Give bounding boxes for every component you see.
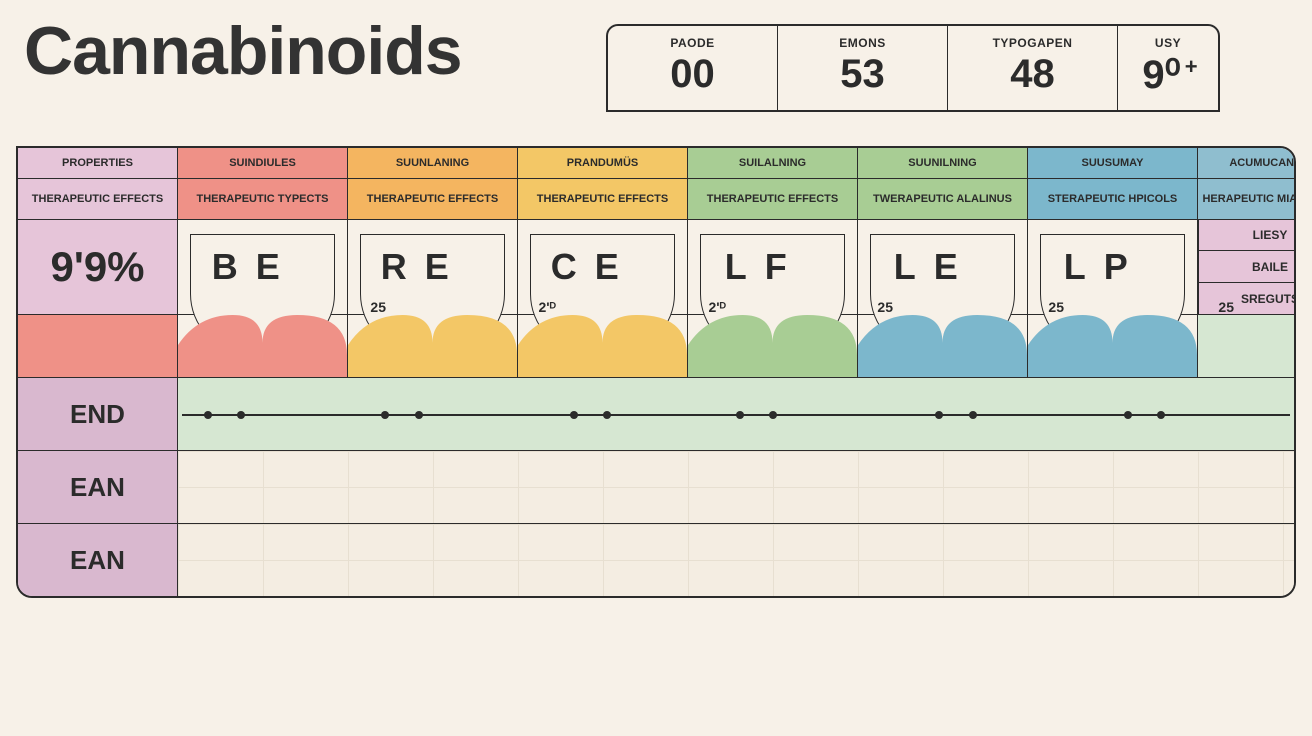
element-letter-right: E [934, 246, 958, 288]
blob-icon [1028, 315, 1197, 377]
element-letter-left: C [551, 246, 577, 288]
stat-label: PAODE [608, 36, 777, 50]
element-subnum: 25 [1048, 299, 1064, 315]
element-row: 9'9% B E 25 R E 2'ᴰ [18, 220, 1294, 315]
ean-row-2: EAN [18, 524, 1294, 596]
side-header: PROPERTIES [18, 148, 178, 178]
side-label: EAN [18, 524, 178, 596]
shape-end [1198, 315, 1296, 377]
shape-cell [348, 315, 518, 377]
side-label-text: EAN [70, 472, 125, 503]
shape-row [18, 315, 1294, 378]
element-letter-left: B [212, 246, 238, 288]
effect-cell: TWERAPEUTIC ALALINUS [858, 179, 1028, 219]
effect-cell: THERAPEUTIC EFFECTS [688, 179, 858, 219]
grid-area [178, 451, 1294, 523]
element-letter-right: E [595, 246, 619, 288]
legend-container: LIESY BAILE SREGUTS [1198, 220, 1296, 314]
stat-value: 00 [608, 52, 777, 97]
dot-track-cell [178, 378, 1294, 450]
element-letter-left: L [1064, 246, 1086, 288]
legend-item: BAILE [1198, 251, 1296, 283]
pct-value: 9'9% [50, 243, 144, 291]
stat-value: 53 [778, 52, 947, 97]
plus-icon: + [1185, 54, 1198, 79]
cat-cell: SUUNLANING [348, 148, 518, 178]
header-row-1: PROPERTIES SUINDIULES SUUNLANING PRANDUM… [18, 148, 1294, 179]
stat-label: TYPOGAPEN [948, 36, 1117, 50]
cat-cell: PRANDUMÜS [518, 148, 688, 178]
stat-1: EMONS 53 [778, 26, 948, 110]
cat-cell: SUINDIULES [178, 148, 348, 178]
stat-value: 9⁰+ [1118, 52, 1218, 98]
stat-label: USY [1118, 36, 1218, 50]
element-letter-right: P [1104, 246, 1128, 288]
stat-0: PAODE 00 [608, 26, 778, 110]
shape-cell [688, 315, 858, 377]
pct-cell: 9'9% [18, 220, 178, 314]
main-grid: PROPERTIES SUINDIULES SUUNLANING PRANDUM… [16, 146, 1296, 598]
cat-cell: SUUNILNING [858, 148, 1028, 178]
stats-panel: PAODE 00 EMONS 53 TYPOGAPEN 48 USY 9⁰+ [606, 24, 1220, 112]
effect-cell: THERAPEUTIC TYPECTS [178, 179, 348, 219]
element-subnum: 2'ᴰ [539, 299, 556, 315]
element-subnum: 25 [1218, 299, 1234, 315]
shape-cell [1028, 315, 1198, 377]
cat-cell: SUUSUMAY [1028, 148, 1198, 178]
element-letter-left: L [725, 246, 747, 288]
header-row-2: THERAPEUTIC EFFECTS THERAPEUTIC TYPECTS … [18, 179, 1294, 220]
legend-item: SREGUTS [1198, 283, 1296, 315]
effect-cell: THERAPEUTIC EFFECTS [348, 179, 518, 219]
side-header: THERAPEUTIC EFFECTS [18, 179, 178, 219]
cat-cell: ACUMUCANON [1198, 148, 1296, 178]
dot-track [182, 414, 1290, 416]
side-label: EAN [18, 451, 178, 523]
shape-cell [858, 315, 1028, 377]
effect-cell: STERAPEUTIC HPICOLS [1028, 179, 1198, 219]
ean-row-1: EAN [18, 451, 1294, 524]
side-label: END [18, 378, 178, 450]
element-letter-left: R [381, 246, 407, 288]
blob-icon [178, 315, 347, 377]
side-label-text: EAN [70, 545, 125, 576]
grid-area [178, 524, 1294, 596]
stat-label: EMONS [778, 36, 947, 50]
element-subnum: 2'ᴰ [709, 299, 726, 315]
shape-cell [178, 315, 348, 377]
legend-item: LIESY [1198, 219, 1296, 251]
shape-side [18, 315, 178, 377]
stat-value: 48 [948, 52, 1117, 97]
dots-row: END [18, 378, 1294, 451]
element-letter-right: E [425, 246, 449, 288]
blob-icon [518, 315, 687, 377]
blob-icon [688, 315, 857, 377]
blob-icon [348, 315, 517, 377]
stat-value-text: 9⁰ [1142, 53, 1180, 97]
effect-cell: HERAPEUTIC MIAIKICINS [1198, 179, 1296, 219]
side-label-text: END [70, 399, 125, 430]
element-cell: B E 25 [178, 220, 348, 314]
element-letter-right: E [256, 246, 280, 288]
blob-icon [858, 315, 1027, 377]
element-subnum: 25 [877, 299, 893, 315]
effect-cell: THERAPEUTIC EFFECTS [518, 179, 688, 219]
cat-cell: SUILALNING [688, 148, 858, 178]
element-letter-right: F [765, 246, 787, 288]
shape-cell [518, 315, 688, 377]
stat-3: USY 9⁰+ [1118, 26, 1218, 110]
element-letter-left: L [894, 246, 916, 288]
stat-2: TYPOGAPEN 48 [948, 26, 1118, 110]
element-subnum: 25 [370, 299, 386, 315]
